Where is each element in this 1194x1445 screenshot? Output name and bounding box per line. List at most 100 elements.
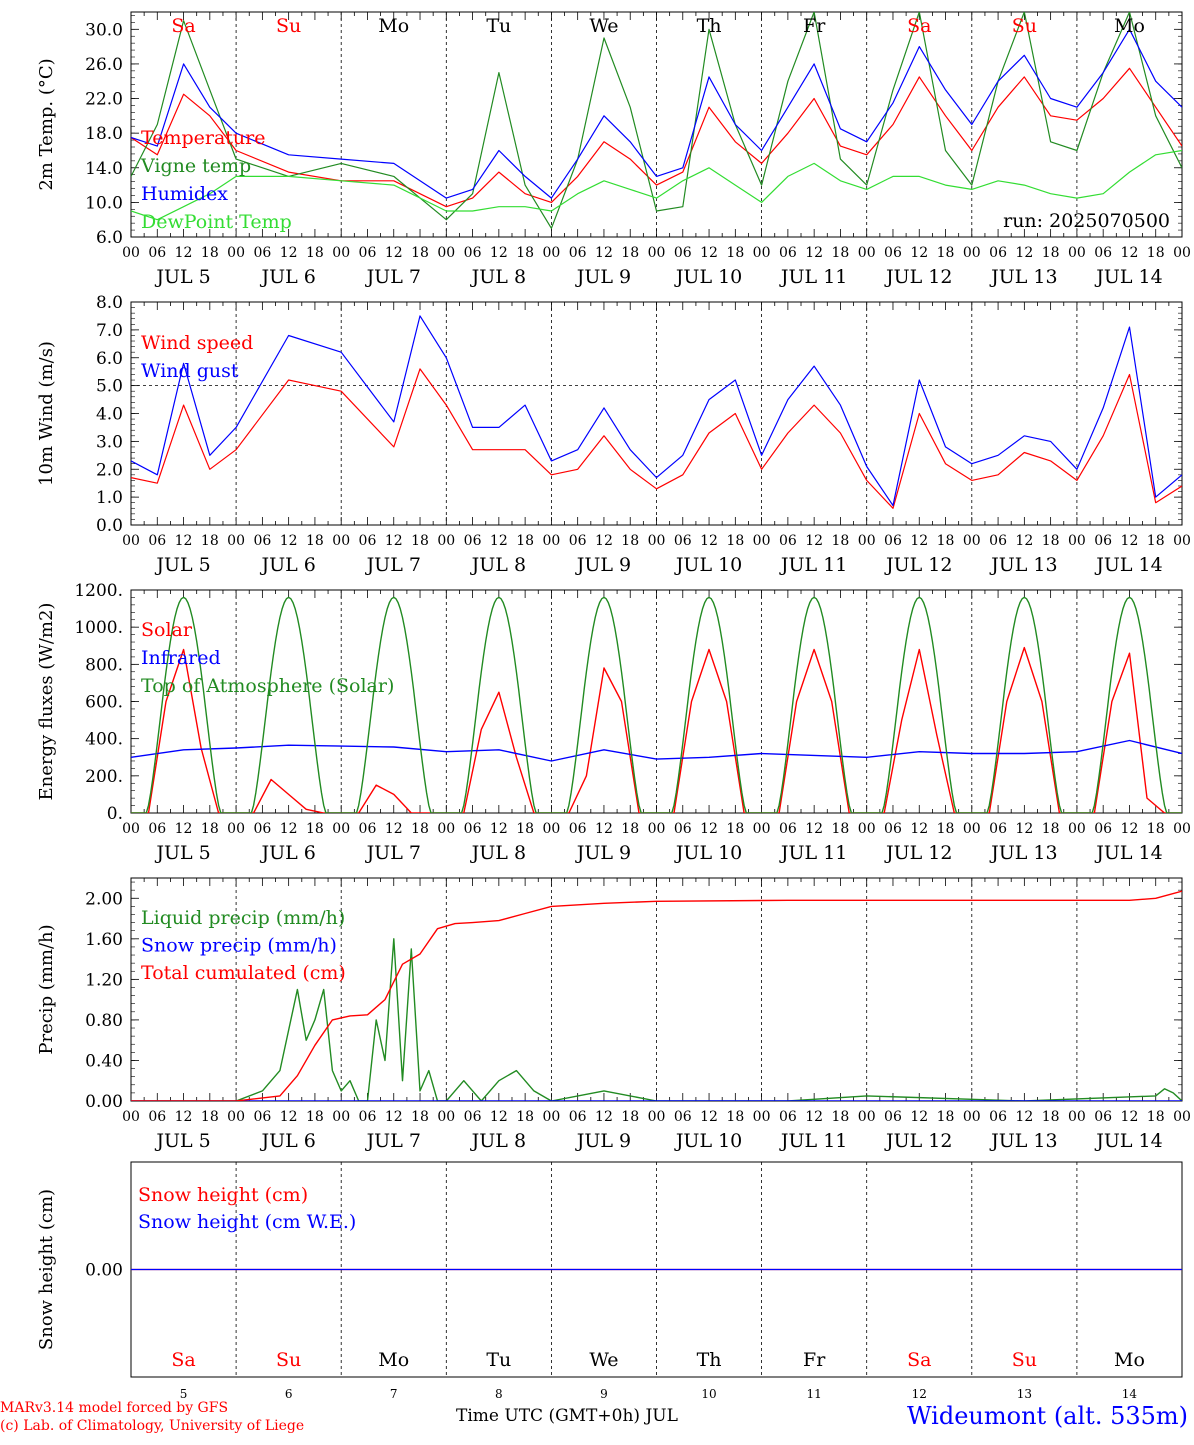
hour-tick-label: 06 — [569, 245, 587, 261]
day-name-top: Sa — [171, 15, 195, 37]
day-number-label: 11 — [807, 1387, 822, 1401]
y-tick-label: 14.0 — [85, 159, 123, 179]
hour-tick-label: 18 — [1042, 821, 1060, 837]
date-label: JUL 14 — [1094, 842, 1162, 864]
hour-tick-label: 06 — [989, 821, 1007, 837]
hour-tick-label: 00 — [542, 1109, 560, 1125]
date-label: JUL 11 — [779, 842, 847, 864]
hour-tick-label: 06 — [359, 533, 377, 549]
date-label: JUL 6 — [259, 1130, 315, 1152]
y-axis-label: 2m Temp. (°C) — [36, 58, 57, 190]
hour-tick-label: 06 — [148, 821, 166, 837]
hour-tick-label: 06 — [989, 533, 1007, 549]
y-axis-label: Energy fluxes (W/m2) — [36, 603, 57, 801]
hour-tick-label: 00 — [963, 1109, 981, 1125]
date-label: JUL 14 — [1094, 554, 1162, 576]
hour-tick-label: 00 — [1173, 821, 1191, 837]
hour-tick-label: 18 — [516, 821, 534, 837]
hour-tick-label: 06 — [674, 533, 692, 549]
hour-tick-label: 12 — [280, 245, 298, 261]
y-tick-label: 0. — [107, 804, 123, 824]
day-number-label: 14 — [1122, 1387, 1138, 1401]
hour-tick-label: 00 — [753, 821, 771, 837]
hour-tick-label: 12 — [805, 821, 823, 837]
hour-tick-label: 06 — [464, 1109, 482, 1125]
day-name-bottom: Th — [697, 1349, 722, 1371]
hour-tick-label: 06 — [1094, 1109, 1112, 1125]
y-tick-label: 30.0 — [85, 20, 123, 40]
hour-tick-label: 12 — [490, 821, 508, 837]
y-axis-label: 10m Wind (m/s) — [36, 341, 57, 486]
hour-tick-label: 18 — [621, 245, 639, 261]
hour-tick-label: 12 — [700, 245, 718, 261]
date-label: JUL 9 — [575, 266, 631, 288]
date-label: JUL 9 — [575, 1130, 631, 1152]
hour-tick-label: 06 — [253, 245, 271, 261]
y-tick-label: 6.0 — [96, 228, 123, 248]
series-line-total-cumulated-cm — [131, 890, 1182, 1101]
day-number-label: 7 — [390, 1387, 398, 1401]
date-label: JUL 5 — [154, 842, 210, 864]
hour-tick-label: 18 — [201, 1109, 219, 1125]
hour-tick-label: 00 — [963, 533, 981, 549]
hour-tick-label: 00 — [753, 533, 771, 549]
date-label: JUL 7 — [365, 842, 421, 864]
series-line-humidex — [131, 28, 1182, 199]
hour-tick-label: 18 — [1042, 1109, 1060, 1125]
hour-tick-label: 06 — [674, 1109, 692, 1125]
date-label: JUL 12 — [884, 554, 952, 576]
date-label: JUL 12 — [884, 842, 952, 864]
hour-tick-label: 12 — [1015, 533, 1033, 549]
credits: MARv3.14 model forced by GFS (c) Lab. of… — [0, 1399, 304, 1435]
hour-tick-label: 06 — [1094, 245, 1112, 261]
hour-tick-label: 12 — [385, 533, 403, 549]
date-label: JUL 5 — [154, 554, 210, 576]
y-tick-label: 0.0 — [96, 516, 123, 536]
hour-tick-label: 00 — [122, 1109, 140, 1125]
hour-tick-label: 18 — [411, 533, 429, 549]
hour-tick-label: 18 — [832, 533, 850, 549]
hour-tick-label: 18 — [516, 1109, 534, 1125]
hour-tick-label: 06 — [674, 821, 692, 837]
day-number-label: 13 — [1017, 1387, 1032, 1401]
day-name-top: Mo — [1114, 15, 1145, 37]
day-name-top: Th — [697, 15, 722, 37]
hour-tick-label: 06 — [779, 821, 797, 837]
y-tick-label: 400. — [85, 730, 123, 750]
day-name-top: We — [589, 15, 618, 37]
hour-tick-label: 12 — [385, 821, 403, 837]
date-label: JUL 8 — [470, 266, 526, 288]
hour-tick-label: 12 — [805, 245, 823, 261]
legend-entry: Wind gust — [141, 360, 239, 382]
hour-tick-label: 18 — [726, 533, 744, 549]
day-name-top: Fr — [803, 15, 826, 37]
hour-tick-label: 00 — [332, 533, 350, 549]
legend-entry: DewPoint Temp — [141, 211, 292, 233]
hour-tick-label: 06 — [359, 245, 377, 261]
hour-tick-label: 06 — [884, 821, 902, 837]
y-tick-label: 5.0 — [96, 377, 123, 397]
series-line-top-of-atmosphere-solar — [131, 596, 1182, 813]
hour-tick-label: 00 — [1173, 245, 1191, 261]
hour-tick-label: 12 — [490, 245, 508, 261]
date-label: JUL 8 — [470, 1130, 526, 1152]
y-tick-label: 1.20 — [85, 970, 123, 990]
hour-tick-label: 00 — [122, 245, 140, 261]
hour-tick-label: 12 — [1121, 1109, 1139, 1125]
date-label: JUL 13 — [989, 266, 1057, 288]
hour-tick-label: 18 — [411, 1109, 429, 1125]
series-group — [131, 596, 1182, 813]
hour-tick-label: 18 — [1042, 245, 1060, 261]
hour-tick-label: 00 — [227, 533, 245, 549]
credit-line-model: MARv3.14 model forced by GFS — [0, 1400, 229, 1416]
series-line-wind-speed — [131, 368, 1182, 509]
legend-entry: Infrared — [141, 647, 221, 669]
date-label: JUL 10 — [674, 266, 742, 288]
y-tick-label: 6.0 — [96, 349, 123, 369]
legend-entry: Temperature — [141, 127, 265, 149]
y-tick-label: 1200. — [74, 581, 123, 601]
day-number-label: 10 — [701, 1387, 716, 1401]
day-name-bottom: Fr — [803, 1349, 826, 1371]
day-name-bottom: Mo — [1114, 1349, 1145, 1371]
day-name-bottom: We — [589, 1349, 618, 1371]
